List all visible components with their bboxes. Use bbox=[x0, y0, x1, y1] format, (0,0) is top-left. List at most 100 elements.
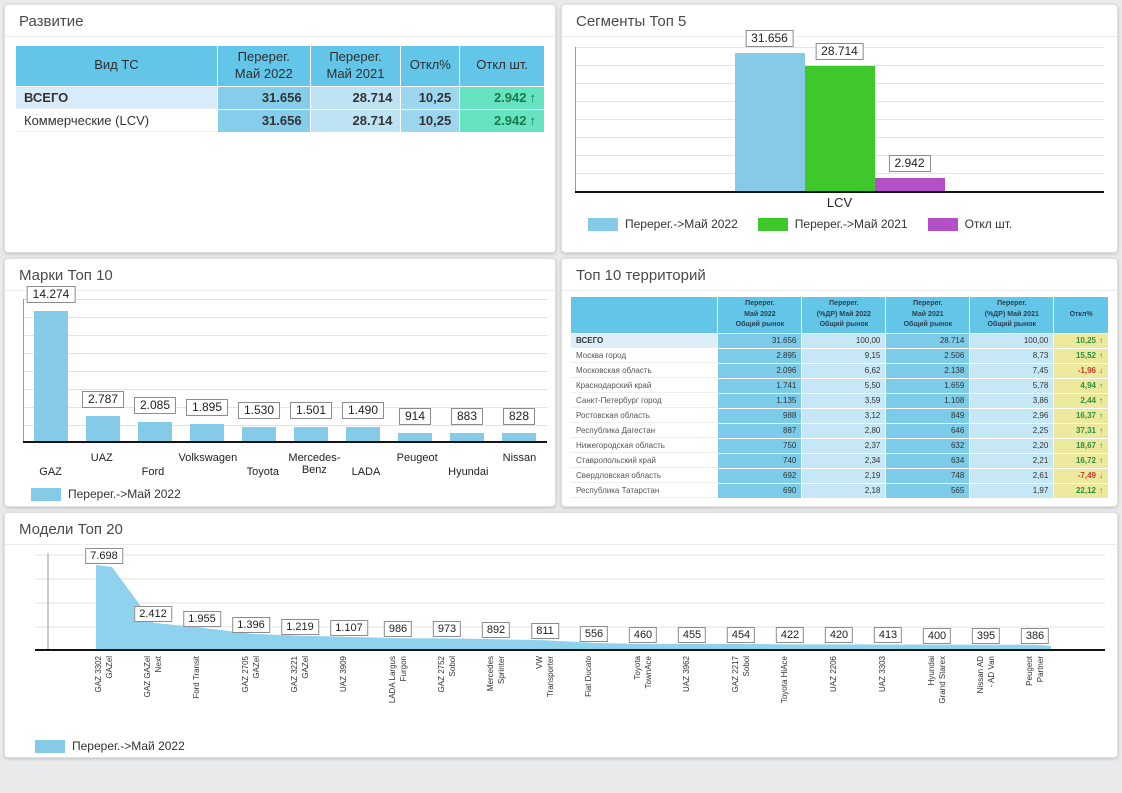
bar-reg-may-2022[interactable] bbox=[734, 53, 805, 191]
bar-gaz[interactable] bbox=[34, 311, 68, 441]
terr-row-label[interactable]: Ставропольский край bbox=[571, 454, 718, 468]
terr-table-row[interactable]: Московская область 2.096 6,62 2.138 7,45 -1,9… bbox=[571, 363, 1108, 378]
value-label: 811 bbox=[531, 623, 559, 640]
area-series[interactable] bbox=[96, 565, 1051, 649]
terr-deviation-value: 10,25 bbox=[1075, 336, 1096, 345]
legend-swatch-icon bbox=[31, 487, 61, 501]
value-label: 400 bbox=[922, 627, 952, 644]
terr-table-row[interactable]: ВСЕГО 31.656 100,00 28.714 100,00 10,25 ↑ bbox=[571, 333, 1108, 348]
terr-value-cell: 5,50 bbox=[802, 378, 886, 393]
dev-column-header: Откл% bbox=[401, 46, 460, 86]
up-arrow-icon: ↑ bbox=[1099, 396, 1103, 405]
x-tick-text: Peugeot bbox=[396, 452, 438, 464]
value-label: 455 bbox=[677, 627, 707, 644]
terr-table-row[interactable]: Москва город 2.895 9,15 2.506 8,73 15,52 ↑ bbox=[571, 348, 1108, 363]
development-table[interactable]: Вид ТС Перерег. Май 2022 Перерег. Май 2021… bbox=[15, 45, 545, 133]
value-label: 460 bbox=[628, 626, 658, 643]
bar-hyundai[interactable] bbox=[450, 433, 484, 441]
terr-value-cell: 849 bbox=[886, 408, 970, 423]
terr-row-label[interactable]: Краснодарский край bbox=[571, 379, 718, 393]
brands-bar-chart[interactable]: 14.274 2.787 2.085 1.895 1.530 1.501 1.490 914 8… bbox=[23, 286, 547, 449]
terr-row-label[interactable]: Ростовская область bbox=[571, 409, 718, 423]
bar-lada[interactable] bbox=[346, 427, 380, 441]
brands-legend: Перерег.->Май 2022 bbox=[5, 483, 555, 501]
terr-deviation-value: 37,31 bbox=[1075, 426, 1096, 435]
terr-row-label[interactable]: Московская область bbox=[571, 364, 718, 378]
terr-row-label[interactable]: Санкт-Петербург город bbox=[571, 394, 718, 408]
terr-row-label[interactable]: Республика Татарстан bbox=[571, 484, 718, 498]
brands-x-axis-labels: GAZ UAZ Ford Volkswagen Toyota Mercedes-Benz L… bbox=[23, 449, 547, 483]
bar-reg-may-2021[interactable] bbox=[804, 66, 875, 191]
x-tick-text: Ford bbox=[141, 466, 165, 478]
x-tick-label: UAZ 2206 bbox=[829, 656, 838, 693]
x-tick-label: LCV bbox=[826, 195, 853, 210]
dev-table-row[interactable]: ВСЕГО 31.656 28.714 10,25 2.942 ↑ bbox=[16, 86, 544, 109]
value-label: 892 bbox=[481, 622, 511, 639]
terr-column-header bbox=[571, 297, 718, 333]
terr-table-row[interactable]: Нижегородская область 750 2,37 632 2,20 18,67… bbox=[571, 438, 1108, 453]
terr-row-label[interactable]: Свердловская область bbox=[571, 469, 718, 483]
dev-row-label[interactable]: Коммерческие (LCV) bbox=[16, 110, 217, 132]
terr-value-cell: 2,96 bbox=[970, 408, 1054, 423]
bar-otkl-sht[interactable] bbox=[874, 178, 945, 191]
terr-value-cell: 692 bbox=[718, 468, 802, 483]
legend-item[interactable]: Перерег.->Май 2021 bbox=[757, 217, 908, 231]
terr-value-cell: 988 bbox=[718, 408, 802, 423]
bar-slot: 2.787 bbox=[77, 391, 129, 441]
territories-table[interactable]: Перерег. Май 2022 Общий рынок Перерег. (%… bbox=[570, 296, 1109, 499]
x-tick-label: Toyota bbox=[237, 449, 288, 483]
terr-deviation-cell: -7,49 ↓ bbox=[1054, 468, 1108, 483]
x-tick-label: Hyundai Grand Starex bbox=[927, 656, 947, 704]
terr-table-row[interactable]: Республика Татарстан 690 2,18 565 1,97 22,12 ↑ bbox=[571, 483, 1108, 498]
bar-ford[interactable] bbox=[138, 422, 172, 441]
bar-slot: 1.501 bbox=[285, 402, 337, 441]
x-tick-label: Nissan AD - AD Van bbox=[976, 656, 996, 694]
terr-table-row[interactable]: Ставропольский край 740 2,34 634 2,21 16,72 ↑ bbox=[571, 453, 1108, 468]
terr-value-cell: 3,86 bbox=[970, 393, 1054, 408]
dev-deviation-value: 2.942 bbox=[493, 113, 527, 129]
bar-toyota[interactable] bbox=[242, 427, 276, 441]
terr-value-cell: 100,00 bbox=[802, 333, 886, 348]
value-label: 395 bbox=[971, 627, 1001, 644]
terr-table-row[interactable]: Санкт-Петербург город 1.135 3,59 1.108 3,86 2… bbox=[571, 393, 1108, 408]
panel-brands-top10: Марки Топ 10 14.274 2.787 2.085 1.895 1.530 1… bbox=[4, 258, 556, 507]
terr-row-label[interactable]: Республика Дагестан bbox=[571, 424, 718, 438]
dev-table-row[interactable]: Коммерческие (LCV) 31.656 28.714 10,25 2.942… bbox=[16, 109, 544, 132]
terr-column-header: Откл% bbox=[1054, 297, 1108, 333]
models-area-chart[interactable]: 7.698 2.412 1.955 1.396 1.219 1.107 986 973 892 8… bbox=[35, 547, 1105, 655]
segments-bar-chart[interactable]: 31.656 28.714 2.942 LCV bbox=[575, 30, 1104, 213]
terr-row-label[interactable]: ВСЕГО bbox=[571, 333, 718, 348]
terr-value-cell: 632 bbox=[886, 438, 970, 453]
bar-nissan[interactable] bbox=[502, 433, 536, 441]
terr-column-header: Перерег. (%ДР) Май 2022 Общий рынок bbox=[802, 297, 886, 333]
terr-value-cell: 3,12 bbox=[802, 408, 886, 423]
dev-value-cell: 31.656 bbox=[217, 109, 310, 132]
dev-row-label[interactable]: ВСЕГО bbox=[16, 86, 217, 109]
terr-row-label[interactable]: Москва город bbox=[571, 349, 718, 363]
legend-item[interactable]: Откл шт. bbox=[927, 217, 1013, 231]
up-arrow-icon: ↑ bbox=[1099, 486, 1103, 495]
bar-mercedes-benz[interactable] bbox=[294, 427, 328, 441]
legend-item[interactable]: Перерег.->Май 2022 bbox=[35, 739, 185, 753]
terr-column-header: Перерег. (%ДР) Май 2021 Общий рынок bbox=[970, 297, 1054, 333]
terr-table-row[interactable]: Республика Дагестан 887 2,80 646 2,25 37,31 ↑ bbox=[571, 423, 1108, 438]
legend-item[interactable]: Перерег.->Май 2022 bbox=[588, 217, 738, 231]
bar-volkswagen[interactable] bbox=[190, 424, 224, 441]
terr-row-label[interactable]: Нижегородская область bbox=[571, 439, 718, 453]
up-arrow-icon: ↑ bbox=[1099, 336, 1103, 345]
terr-table-row[interactable]: Ростовская область 988 3,12 849 2,96 16,37 ↑ bbox=[571, 408, 1108, 423]
down-arrow-icon: ↓ bbox=[1099, 471, 1103, 480]
terr-table-row[interactable]: Свердловская область 692 2,19 748 2,61 -7,49 ↓ bbox=[571, 468, 1108, 483]
bar-uaz[interactable] bbox=[86, 416, 120, 441]
terr-value-cell: 2,37 bbox=[802, 438, 886, 453]
bar-slot: 1.895 bbox=[181, 399, 233, 441]
terr-table-row[interactable]: Краснодарский край 1.741 5,50 1.659 5,78 4,94… bbox=[571, 378, 1108, 393]
legend-item[interactable]: Перерег.->Май 2022 bbox=[31, 487, 181, 501]
terr-value-cell: 887 bbox=[718, 423, 802, 438]
terr-value-cell: 28.714 bbox=[886, 333, 970, 348]
x-tick-label: UAZ 3303 bbox=[878, 656, 887, 693]
legend-label: Откл шт. bbox=[964, 217, 1013, 231]
bar-slot: 14.274 bbox=[25, 286, 77, 441]
value-label: 883 bbox=[450, 408, 484, 425]
bar-peugeot[interactable] bbox=[398, 433, 432, 441]
